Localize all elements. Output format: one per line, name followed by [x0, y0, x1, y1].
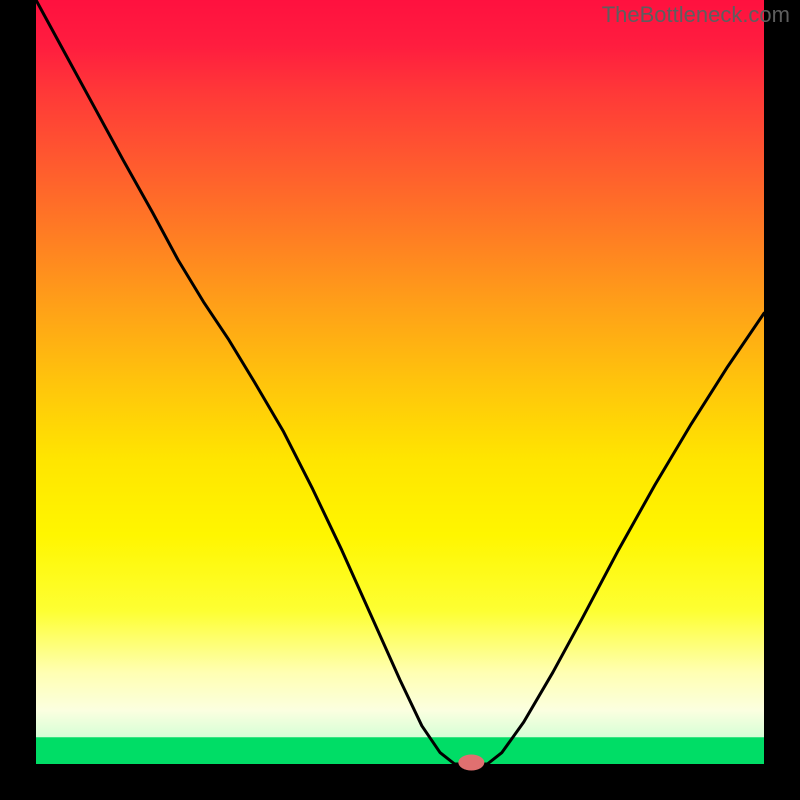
frame-right [764, 0, 800, 800]
frame-left [0, 0, 36, 800]
plot-background [36, 0, 764, 764]
green-band [36, 737, 764, 764]
bottleneck-chart: TheBottleneck.com [0, 0, 800, 800]
optimal-marker [458, 754, 484, 770]
frame-bottom [0, 764, 800, 800]
watermark-text: TheBottleneck.com [602, 2, 790, 27]
